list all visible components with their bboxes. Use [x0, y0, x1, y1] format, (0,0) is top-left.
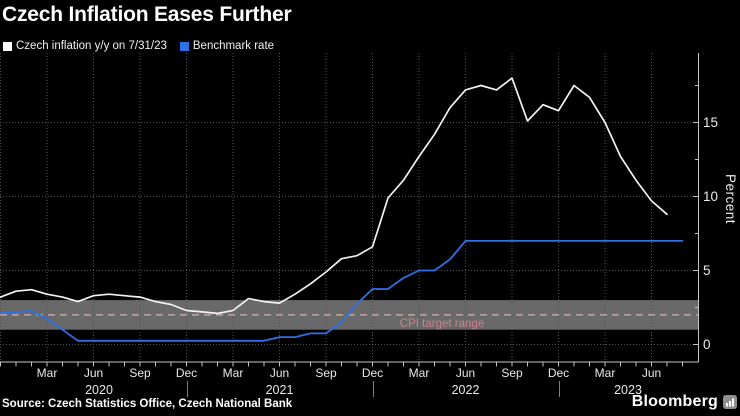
cpi-target-range-label: CPI target range	[399, 318, 485, 330]
x-tick-label: Dec	[547, 366, 570, 380]
x-tick-label: Mar	[408, 366, 430, 380]
x-year-label: 2022	[451, 383, 480, 397]
chart-legend: Czech inflation y/y on 7/31/23 Benchmark…	[3, 40, 274, 52]
legend-item-inflation: Czech inflation y/y on 7/31/23	[3, 40, 167, 52]
legend-item-benchmark: Benchmark rate	[179, 40, 275, 52]
y-tick-label: 0	[703, 336, 711, 352]
x-tick-label: Mar	[222, 366, 244, 380]
y-axis-title: Percent	[723, 174, 738, 225]
x-tick-label: Jun	[641, 366, 662, 380]
year-separator	[372, 381, 374, 397]
x-tick-label: Sep	[129, 366, 151, 380]
y-tick-label: 15	[703, 114, 719, 130]
inflation-swatch-icon	[3, 41, 12, 51]
bloomberg-branding: Bloomberg	[632, 393, 737, 411]
x-year-label: 2021	[265, 383, 294, 397]
x-tick-label: Jun	[269, 366, 290, 380]
y-tick-label: 10	[703, 188, 719, 204]
x-tick-label: Sep	[501, 366, 523, 380]
bloomberg-wordmark: Bloomberg	[631, 393, 718, 410]
bloomberg-terminal-icon	[723, 395, 737, 409]
x-tick-label: Mar	[36, 366, 58, 380]
year-separator	[558, 381, 560, 397]
x-tick-label: Dec	[175, 366, 198, 380]
x-tick-label: Jun	[455, 366, 476, 380]
x-tick-label: Mar	[594, 366, 616, 380]
x-year-label: 2020	[85, 383, 113, 397]
source-attribution: Source: Czech Statistics Office, Czech N…	[2, 398, 293, 410]
page-title: Czech Inflation Eases Further	[2, 3, 292, 26]
x-year-label: 2023	[614, 383, 642, 397]
x-tick-label: Sep	[315, 366, 337, 380]
x-tick-label: Jun	[83, 366, 104, 380]
legend-label-benchmark: Benchmark rate	[192, 40, 275, 52]
x-tick-label: Dec	[361, 366, 384, 380]
legend-label-inflation: Czech inflation y/y on 7/31/23	[16, 40, 167, 52]
benchmark-swatch-icon	[179, 41, 189, 51]
y-tick-label: 5	[703, 262, 711, 278]
year-separator	[186, 381, 188, 397]
